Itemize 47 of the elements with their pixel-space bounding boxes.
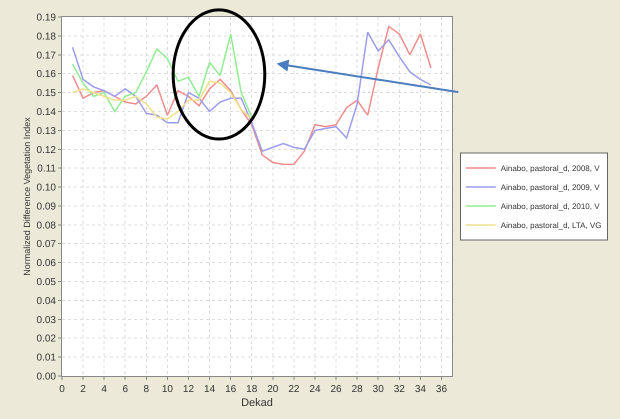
y-tick-label: 0.01 (36, 352, 56, 364)
y-tick-label: 0.08 (36, 220, 56, 232)
x-tick-label: 20 (267, 384, 279, 395)
x-tick-label: 0 (59, 384, 66, 395)
y-tick-label: 0.12 (36, 144, 56, 156)
x-tick-label: 24 (309, 384, 321, 395)
y-tick-label: 0.00 (36, 372, 56, 382)
legend-label: Ainabo, pastoral_d, 2008, V (500, 164, 600, 174)
x-tick-label: 6 (122, 384, 128, 395)
x-tick-label: 16 (225, 384, 237, 395)
x-tick-label: 30 (372, 384, 384, 395)
y-tick-label: 0.04 (36, 296, 56, 307)
line-series (72, 80, 252, 120)
y-tick-label: 0.16 (36, 69, 56, 80)
y-tick-label: 0.19 (36, 12, 56, 24)
y-tick-label: 0.15 (36, 88, 56, 100)
x-tick-label: 8 (144, 384, 150, 395)
x-tick-label: 34 (414, 384, 426, 395)
x-tick-label: 4 (101, 384, 108, 395)
y-axis-title: Normalized Difference Vegetation Index (22, 116, 32, 276)
y-tick-label: 0.09 (36, 201, 56, 212)
x-tick-label: 18 (246, 384, 258, 395)
x-tick-label: 22 (288, 384, 300, 395)
x-tick-label: 2 (80, 384, 86, 395)
x-tick-label: 32 (394, 384, 406, 395)
y-tick-label: 0.14 (36, 106, 56, 118)
y-tick-label: 0.02 (36, 334, 56, 345)
y-tick-label: 0.18 (36, 31, 56, 42)
legend-label: Ainabo, pastoral_d, LTA, VG (500, 221, 602, 230)
x-tick-label: 36 (436, 384, 448, 395)
x-tick-label: 12 (182, 384, 194, 395)
y-tick-label: 0.05 (36, 277, 56, 288)
x-tick-label: 26 (330, 384, 342, 395)
x-axis-title: Dekad (241, 397, 273, 410)
x-tick-label: 28 (352, 384, 364, 395)
y-tick-label: 0.07 (36, 239, 56, 250)
y-tick-label: 0.17 (36, 50, 56, 62)
legend-label: Ainabo, pastoral_d, 2010, V (500, 202, 600, 212)
y-tick-label: 0.03 (36, 314, 56, 326)
legend-label: Ainabo, pastoral_d, 2009, V (500, 183, 600, 192)
y-tick-label: 0.11 (37, 164, 56, 175)
y-tick-label: 0.10 (36, 182, 56, 194)
line-series (72, 33, 252, 118)
x-tick-label: 14 (204, 384, 216, 395)
x-tick-label: 10 (162, 384, 174, 395)
y-tick-label: 0.13 (36, 126, 56, 137)
y-tick-label: 0.06 (36, 258, 56, 270)
